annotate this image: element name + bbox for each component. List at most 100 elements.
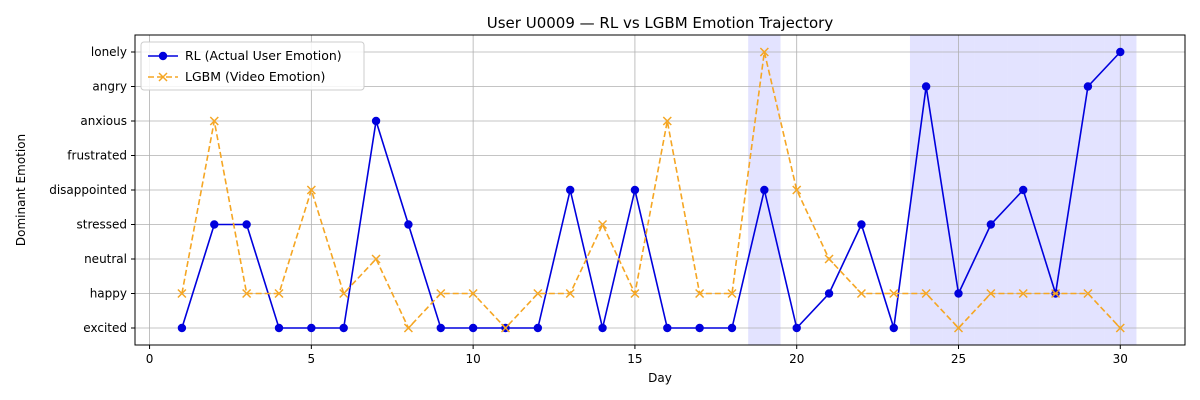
data-point bbox=[500, 323, 511, 333]
data-point bbox=[824, 289, 834, 298]
x-marker-stroke bbox=[953, 323, 964, 333]
data-point bbox=[1083, 82, 1093, 91]
data-point bbox=[306, 185, 316, 195]
x-marker-stroke bbox=[598, 219, 608, 230]
x-marker-stroke bbox=[177, 288, 187, 299]
data-point bbox=[921, 82, 931, 91]
x-marker-stroke bbox=[1115, 323, 1125, 333]
y-axis-label: Dominant Emotion bbox=[14, 134, 28, 246]
y-axis-ticks: excited happy neutral stressed disappointed f… bbox=[49, 45, 135, 335]
data-point bbox=[1115, 323, 1125, 333]
data-point bbox=[889, 323, 898, 333]
x-marker-stroke bbox=[339, 288, 349, 299]
data-point bbox=[468, 323, 478, 333]
data-point bbox=[468, 288, 478, 299]
y-tick-label: frustrated bbox=[67, 149, 127, 163]
x-axis-ticks: 0 5 10 15 20 25 30 bbox=[146, 345, 1128, 366]
data-point bbox=[404, 220, 413, 229]
data-point bbox=[533, 323, 543, 333]
data-point bbox=[210, 220, 219, 229]
y-tick-label: angry bbox=[92, 80, 127, 94]
x-marker-stroke bbox=[662, 116, 672, 126]
data-point bbox=[209, 116, 219, 126]
x-marker-stroke bbox=[533, 288, 543, 299]
data-point bbox=[889, 288, 899, 299]
y-tick-label: disappointed bbox=[49, 183, 127, 197]
series-group bbox=[177, 47, 1125, 333]
data-point bbox=[598, 323, 607, 333]
x-marker-stroke bbox=[792, 185, 802, 195]
x-tick-label: 0 bbox=[146, 352, 154, 366]
data-point bbox=[177, 323, 187, 333]
data-point bbox=[857, 220, 866, 229]
data-point bbox=[954, 289, 963, 298]
y-tick-label: excited bbox=[83, 321, 127, 335]
x-tick-label: 5 bbox=[308, 352, 316, 366]
data-point bbox=[1051, 288, 1061, 299]
data-point bbox=[533, 288, 543, 299]
x-tick-label: 30 bbox=[1113, 352, 1128, 366]
x-marker-stroke bbox=[630, 288, 640, 299]
data-point bbox=[307, 323, 316, 333]
legend-entry-label: LGBM (Video Emotion) bbox=[185, 69, 325, 84]
x-marker-stroke bbox=[1051, 288, 1061, 299]
x-marker-stroke bbox=[1018, 288, 1028, 299]
legend-marker bbox=[158, 72, 168, 82]
x-marker-stroke bbox=[1083, 288, 1093, 299]
y-tick-label: neutral bbox=[84, 252, 127, 266]
data-point bbox=[339, 288, 349, 299]
data-point bbox=[695, 323, 704, 333]
data-point bbox=[630, 185, 640, 195]
series-line bbox=[181, 51, 1121, 330]
data-point bbox=[630, 288, 640, 299]
data-point bbox=[598, 219, 608, 230]
series-line bbox=[181, 51, 1121, 330]
data-point bbox=[274, 323, 284, 333]
x-marker-stroke bbox=[371, 254, 381, 264]
x-marker-stroke bbox=[436, 288, 446, 299]
x-marker-stroke bbox=[274, 288, 284, 299]
data-point bbox=[436, 288, 446, 299]
x-marker-stroke bbox=[727, 288, 737, 299]
chart-title: User U0009 — RL vs LGBM Emotion Trajecto… bbox=[487, 14, 834, 32]
data-point bbox=[663, 323, 672, 333]
data-point bbox=[339, 323, 348, 333]
x-marker-stroke bbox=[403, 323, 413, 333]
y-tick-label: lonely bbox=[91, 45, 127, 59]
data-point bbox=[760, 185, 769, 195]
x-tick-label: 20 bbox=[789, 352, 804, 366]
data-point bbox=[986, 288, 996, 299]
data-point bbox=[727, 323, 737, 333]
data-point bbox=[856, 288, 866, 299]
x-marker-stroke bbox=[986, 288, 996, 299]
x-marker-stroke bbox=[889, 288, 899, 299]
data-point bbox=[403, 323, 413, 333]
y-tick-label: anxious bbox=[80, 114, 127, 128]
data-point bbox=[759, 47, 769, 57]
x-tick-label: 25 bbox=[951, 352, 966, 366]
data-point bbox=[1019, 185, 1028, 195]
x-marker-stroke bbox=[500, 323, 511, 333]
data-point bbox=[986, 220, 996, 229]
data-point bbox=[1116, 47, 1125, 57]
x-marker-stroke bbox=[158, 72, 168, 82]
x-marker-stroke bbox=[824, 254, 834, 264]
x-marker-stroke bbox=[565, 288, 575, 299]
data-point bbox=[566, 185, 575, 195]
data-point bbox=[792, 185, 802, 195]
data-point bbox=[371, 254, 381, 264]
data-point bbox=[1083, 288, 1093, 299]
x-marker-stroke bbox=[856, 288, 866, 299]
legend-marker bbox=[158, 51, 168, 61]
legend-entry-label: RL (Actual User Emotion) bbox=[185, 48, 342, 63]
y-tick-label: stressed bbox=[76, 218, 127, 232]
data-point bbox=[177, 288, 187, 299]
data-point bbox=[242, 220, 251, 229]
x-axis-label: Day bbox=[648, 371, 672, 385]
data-point bbox=[792, 323, 801, 333]
y-tick-label: happy bbox=[90, 287, 127, 301]
x-marker-stroke bbox=[242, 288, 252, 299]
data-point bbox=[371, 116, 381, 126]
data-point bbox=[662, 116, 672, 126]
